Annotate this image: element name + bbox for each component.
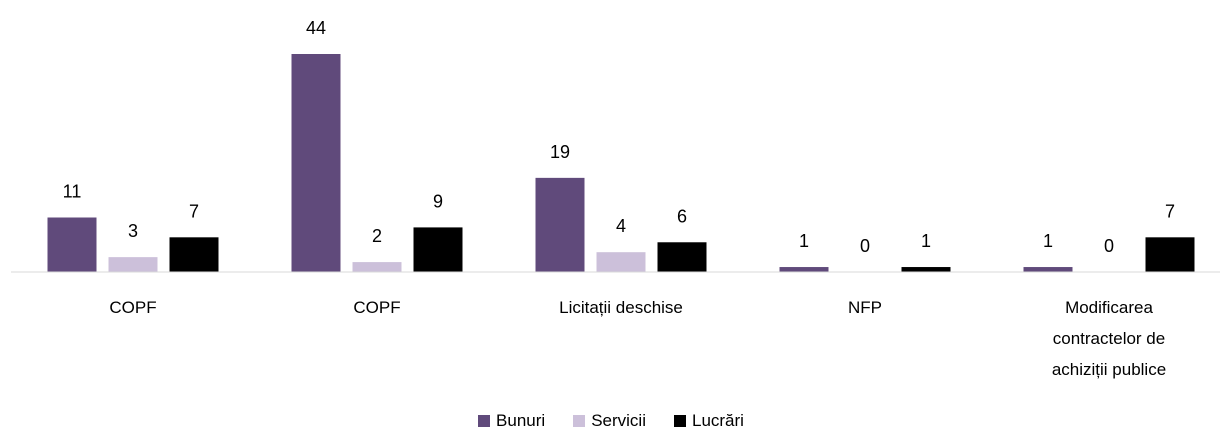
legend-label: Bunuri [496,411,546,430]
bar [779,267,829,272]
bar [1145,237,1195,272]
bar [657,242,707,272]
legend-swatch [673,415,686,427]
legend-swatch [478,415,491,427]
bar [108,257,158,272]
data-label: 1 [921,231,931,251]
bar [413,227,463,272]
bar [291,54,341,272]
x-tick-label: COPF [109,298,157,317]
bar [1023,267,1073,272]
data-label: 7 [1165,201,1175,221]
data-label: 2 [372,226,382,246]
x-tick-label: Modificarea contractelor de achiziții pu… [1051,298,1167,379]
data-label: 0 [1104,236,1114,256]
data-label: 4 [616,216,626,236]
data-label: 1 [799,231,809,251]
data-label: 3 [128,221,138,241]
data-label: 9 [433,191,443,211]
legend-item: Servicii [573,411,646,431]
legend-swatch [573,415,586,427]
bar [535,177,585,272]
x-tick-label: COPF [353,298,401,317]
legend: Bunuri Servicii Lucrări [0,411,1222,431]
data-label: 19 [550,142,570,162]
data-label: 6 [677,206,687,226]
legend-item: Bunuri [478,411,545,431]
data-label: 1 [1043,231,1053,251]
x-tick-label: Licitații deschise [559,298,683,317]
data-label: 0 [860,236,870,256]
legend-item: Lucrări [673,411,744,431]
legend-label: Lucrări [691,411,744,430]
legend-label: Servicii [591,411,646,430]
bar [47,217,97,272]
x-tick-label: NFP [848,298,882,317]
bar [596,252,646,272]
data-label: 11 [63,182,82,202]
data-label: 44 [306,18,326,38]
data-label: 7 [189,201,199,221]
bar [901,267,951,272]
bar [169,237,219,272]
bar [352,262,402,272]
